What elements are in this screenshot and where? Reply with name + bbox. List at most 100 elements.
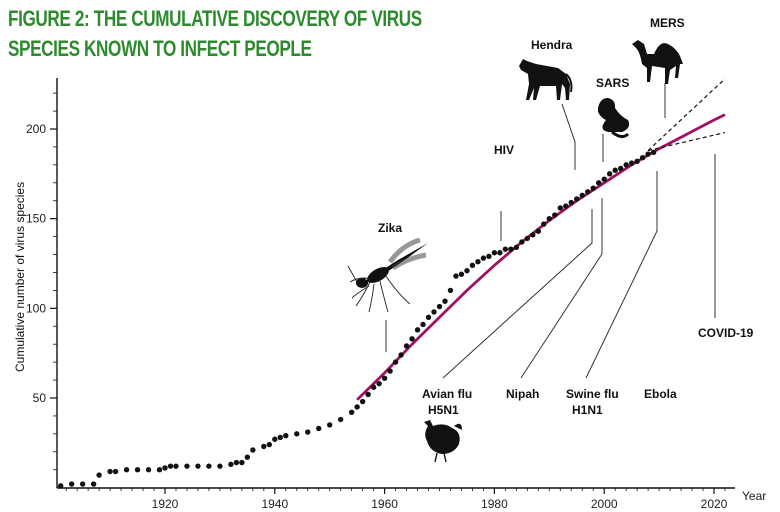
data-point xyxy=(250,447,256,453)
data-point xyxy=(156,467,163,473)
data-point xyxy=(414,327,421,333)
data-point xyxy=(568,199,574,206)
y-tick-label-150: 150 xyxy=(26,212,46,226)
label-h1n1: H1N1 xyxy=(572,403,603,417)
data-point xyxy=(283,432,289,439)
data-point xyxy=(381,375,388,381)
leader-hendra xyxy=(561,103,576,170)
label-hiv: HIV xyxy=(494,143,514,157)
label-covid-19: COVID-19 xyxy=(698,326,754,340)
x-tick-label-1940: 1940 xyxy=(261,497,288,511)
data-point xyxy=(387,368,393,374)
data-point xyxy=(354,404,360,410)
data-point xyxy=(376,380,382,387)
y-axis-label: Cumulative number of virus species xyxy=(13,182,27,372)
data-point xyxy=(90,481,97,487)
data-point xyxy=(370,384,377,390)
label-h5n1: H5N1 xyxy=(428,403,459,417)
label-swine-flu: Swine flu xyxy=(566,387,619,401)
y-minor-ticks xyxy=(53,92,57,471)
x-tick-label-1920: 1920 xyxy=(152,497,179,511)
chart-title-line-2: SPECIES KNOWN TO INFECT PEOPLE xyxy=(8,36,312,61)
data-point xyxy=(519,239,525,245)
data-point xyxy=(628,160,635,166)
data-point xyxy=(261,443,267,450)
mosquito-icon xyxy=(347,237,428,313)
data-point xyxy=(233,459,240,466)
data-point xyxy=(579,192,585,199)
x-tick-label-2000: 2000 xyxy=(591,497,618,511)
data-point xyxy=(475,259,481,265)
data-point xyxy=(420,321,426,328)
label-nipah: Nipah xyxy=(506,387,539,401)
data-point xyxy=(612,167,618,173)
data-point xyxy=(546,215,552,222)
data-point xyxy=(239,459,245,466)
projection-line xyxy=(647,78,726,151)
data-point xyxy=(469,262,476,268)
data-point xyxy=(639,154,646,161)
data-point xyxy=(530,232,536,238)
label-ebola: Ebola xyxy=(644,387,677,401)
data-point xyxy=(162,465,168,471)
label-mers: MERS xyxy=(650,16,685,30)
x-tick-label-2020: 2020 xyxy=(701,497,728,511)
data-point xyxy=(403,343,410,349)
data-point xyxy=(442,298,448,304)
data-point xyxy=(96,472,102,478)
leader-nipah xyxy=(520,198,603,379)
data-point xyxy=(557,205,563,211)
data-point xyxy=(266,441,273,448)
chart-title-line-1: FIGURE 2: THE CUMULATIVE DISCOVERY OF VI… xyxy=(8,6,422,31)
data-point xyxy=(316,425,322,432)
data-point xyxy=(272,436,278,442)
data-point xyxy=(436,303,443,310)
data-point xyxy=(217,463,223,469)
data-point xyxy=(590,185,596,191)
data-point xyxy=(601,176,607,182)
data-point xyxy=(184,463,190,469)
label-sars: SARS xyxy=(596,76,629,90)
data-point xyxy=(107,468,113,475)
data-point xyxy=(195,463,201,469)
data-point xyxy=(398,352,404,358)
data-point xyxy=(244,454,251,460)
data-point xyxy=(68,481,75,487)
ferret-icon xyxy=(598,98,630,139)
data-point xyxy=(305,429,311,435)
data-point xyxy=(123,467,130,473)
leader-swine-flu xyxy=(585,171,658,379)
data-points xyxy=(57,149,657,489)
data-point xyxy=(167,463,174,469)
label-avian-flu: Avian flu xyxy=(422,387,472,401)
data-point xyxy=(294,431,300,437)
data-point xyxy=(508,246,514,252)
leader-avian-flu xyxy=(442,209,593,379)
data-point xyxy=(513,244,520,251)
data-point xyxy=(596,180,602,186)
data-point xyxy=(327,422,333,428)
data-point xyxy=(617,165,624,172)
data-point xyxy=(277,434,283,441)
data-point xyxy=(206,463,212,469)
label-zika: Zika xyxy=(378,221,402,235)
horse-icon xyxy=(519,59,573,100)
data-point xyxy=(57,483,64,489)
data-point xyxy=(447,287,454,294)
data-point xyxy=(79,481,86,487)
data-point xyxy=(431,309,437,315)
data-point xyxy=(337,416,344,423)
data-point xyxy=(464,267,470,274)
data-point xyxy=(552,212,558,218)
data-point xyxy=(486,253,492,260)
data-point xyxy=(112,468,119,475)
data-point xyxy=(541,221,547,227)
x-tick-label-1960: 1960 xyxy=(371,497,398,511)
x-minor-ticks xyxy=(65,488,726,491)
label-hendra: Hendra xyxy=(531,38,573,52)
data-point xyxy=(458,271,465,277)
data-point xyxy=(392,359,399,365)
data-point xyxy=(453,273,459,279)
data-point xyxy=(497,250,503,256)
